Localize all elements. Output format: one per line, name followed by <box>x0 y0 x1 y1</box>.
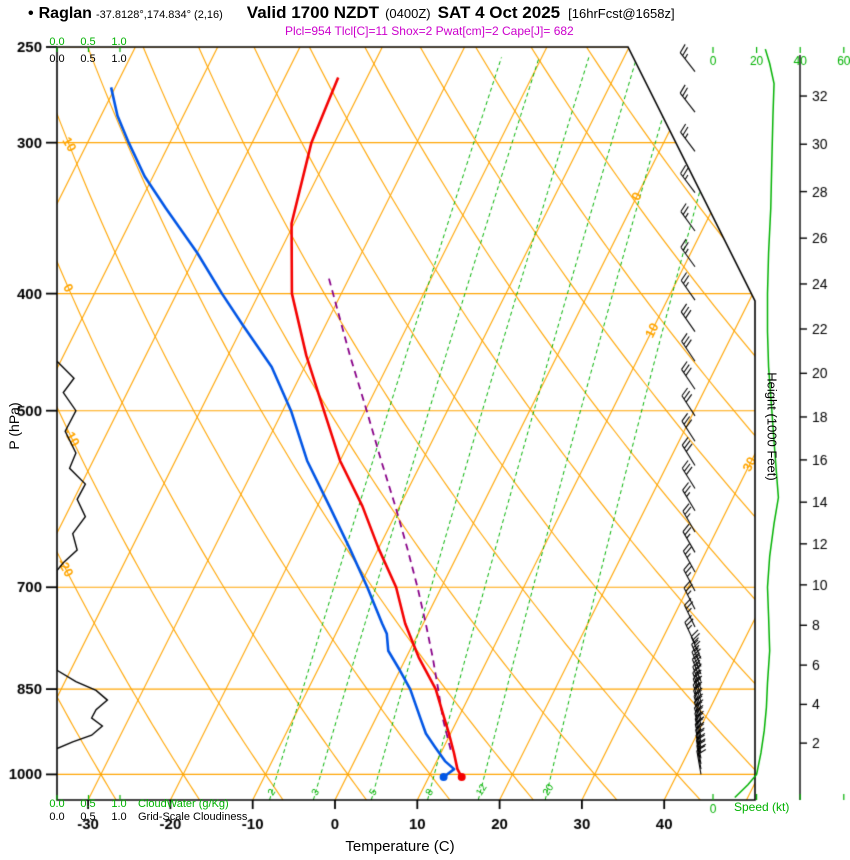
cloudwater-scale-top: 0.0 0.5 1.0 <box>43 36 133 48</box>
station-name: Raglan <box>38 5 92 22</box>
scale-tick: 0.0 <box>49 36 65 48</box>
cloudwater-scale-bottom: 0.0 0.5 1.0 CloudWater (g/Kg) <box>43 798 229 810</box>
scale-tick: 0.0 <box>49 811 65 823</box>
cloudiness-scale-bottom: 0.0 0.5 1.0 Grid-Scale Cloudiness <box>43 811 247 823</box>
scale-tick: 1.0 <box>111 36 127 48</box>
stability-indices: Plcl=954 Tlcl[C]=11 Shox=2 Pwat[cm]=2 Ca… <box>285 24 574 38</box>
cloudiness-scale-top: 0.0 0.5 1.0 <box>43 53 133 65</box>
cloudiness-axis-label: Grid-Scale Cloudiness <box>138 811 248 823</box>
scale-tick: 1.0 <box>111 798 127 810</box>
valid-time-zulu: (0400Z) <box>385 6 431 21</box>
scale-tick: 0.5 <box>80 36 96 48</box>
scale-tick: 1.0 <box>111 811 127 823</box>
scale-tick: 0.5 <box>80 811 96 823</box>
forecast-lead-time: [16hrFcst@1658z] <box>568 6 675 21</box>
speed-axis-label: Speed (kt) <box>734 800 790 814</box>
scale-tick: 0.0 <box>49 53 65 65</box>
scale-tick: 1.0 <box>111 53 127 65</box>
temperature-axis-label: Temperature (C) <box>345 838 455 855</box>
scale-tick: 0.0 <box>49 798 65 810</box>
title-bar: • Raglan -37.8128°,174.834° (2,16) Valid… <box>28 3 675 23</box>
cloudwater-axis-label: CloudWater (g/Kg) <box>138 798 229 810</box>
pressure-axis-label: P (hPa) <box>6 402 22 450</box>
valid-time: Valid 1700 NZDT <box>246 3 380 22</box>
valid-date: SAT 4 Oct 2025 <box>437 3 561 22</box>
station-bullet-icon: • <box>28 5 34 22</box>
scale-tick: 0.5 <box>80 798 96 810</box>
height-axis-label: Height (1000 Feet) <box>764 372 780 481</box>
scale-tick: 0.5 <box>80 53 96 65</box>
station-coords: -37.8128°,174.834° (2,16) <box>95 9 223 21</box>
